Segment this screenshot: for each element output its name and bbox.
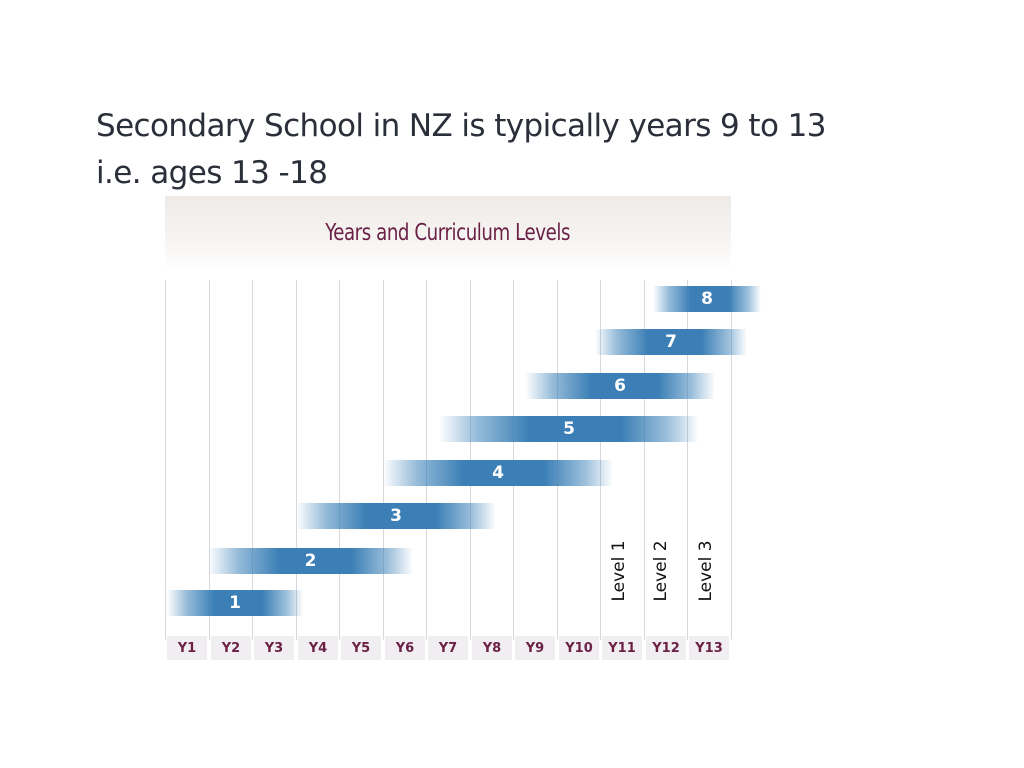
figure-banner: Years and Curriculum Levels: [165, 196, 731, 272]
grid-line: [165, 280, 166, 640]
level-bar-8: 8: [653, 286, 761, 312]
level-bar-label: 2: [304, 551, 317, 571]
heading-line-1: Secondary School in NZ is typically year…: [96, 108, 826, 144]
year-label: Y5: [341, 636, 381, 660]
year-label: Y13: [689, 636, 729, 660]
level-bar-label: 4: [492, 463, 504, 483]
slide-heading: Secondary School in NZ is typically year…: [96, 103, 826, 197]
level-bar-label: 7: [665, 332, 677, 352]
year-label: Y4: [298, 636, 338, 660]
level-bar-label: 8: [701, 289, 713, 309]
heading-line-2: i.e. ages 13 -18: [96, 155, 328, 191]
level-bar-label: 5: [563, 419, 575, 439]
grid-line: [339, 280, 340, 640]
year-label: Y3: [254, 636, 294, 660]
level-bar-label: 6: [614, 376, 626, 396]
level-1-label: Level 1: [609, 540, 629, 602]
grid-line: [731, 280, 732, 640]
year-label: Y6: [385, 636, 425, 660]
grid-line: [252, 280, 253, 640]
level-bar-4: 4: [383, 460, 613, 486]
level-bar-5: 5: [439, 416, 699, 442]
grid-line: [687, 280, 688, 640]
year-label: Y12: [646, 636, 686, 660]
level-bar-3: 3: [296, 503, 496, 529]
year-label: Y2: [211, 636, 251, 660]
level-bar-2: 2: [208, 548, 413, 574]
level-bar-7: 7: [595, 329, 747, 355]
year-label: Y8: [472, 636, 512, 660]
figure-title: Years and Curriculum Levels: [325, 220, 571, 246]
level-bar-label: 3: [390, 506, 402, 526]
level-bar-1: 1: [167, 590, 303, 616]
year-label: Y1: [167, 636, 207, 660]
grid-line: [644, 280, 645, 640]
level-3-label: Level 3: [696, 540, 716, 602]
year-label: Y10: [559, 636, 599, 660]
year-label: Y7: [428, 636, 468, 660]
grid-line: [296, 280, 297, 640]
level-2-label: Level 2: [651, 540, 671, 602]
curriculum-levels-figure: Years and Curriculum Levels 1 2 3 4 5 6 …: [165, 196, 765, 666]
level-bar-label: 1: [229, 593, 241, 613]
year-label: Y9: [515, 636, 555, 660]
year-label: Y11: [602, 636, 642, 660]
level-bar-6: 6: [525, 373, 715, 399]
grid-line: [209, 280, 210, 640]
